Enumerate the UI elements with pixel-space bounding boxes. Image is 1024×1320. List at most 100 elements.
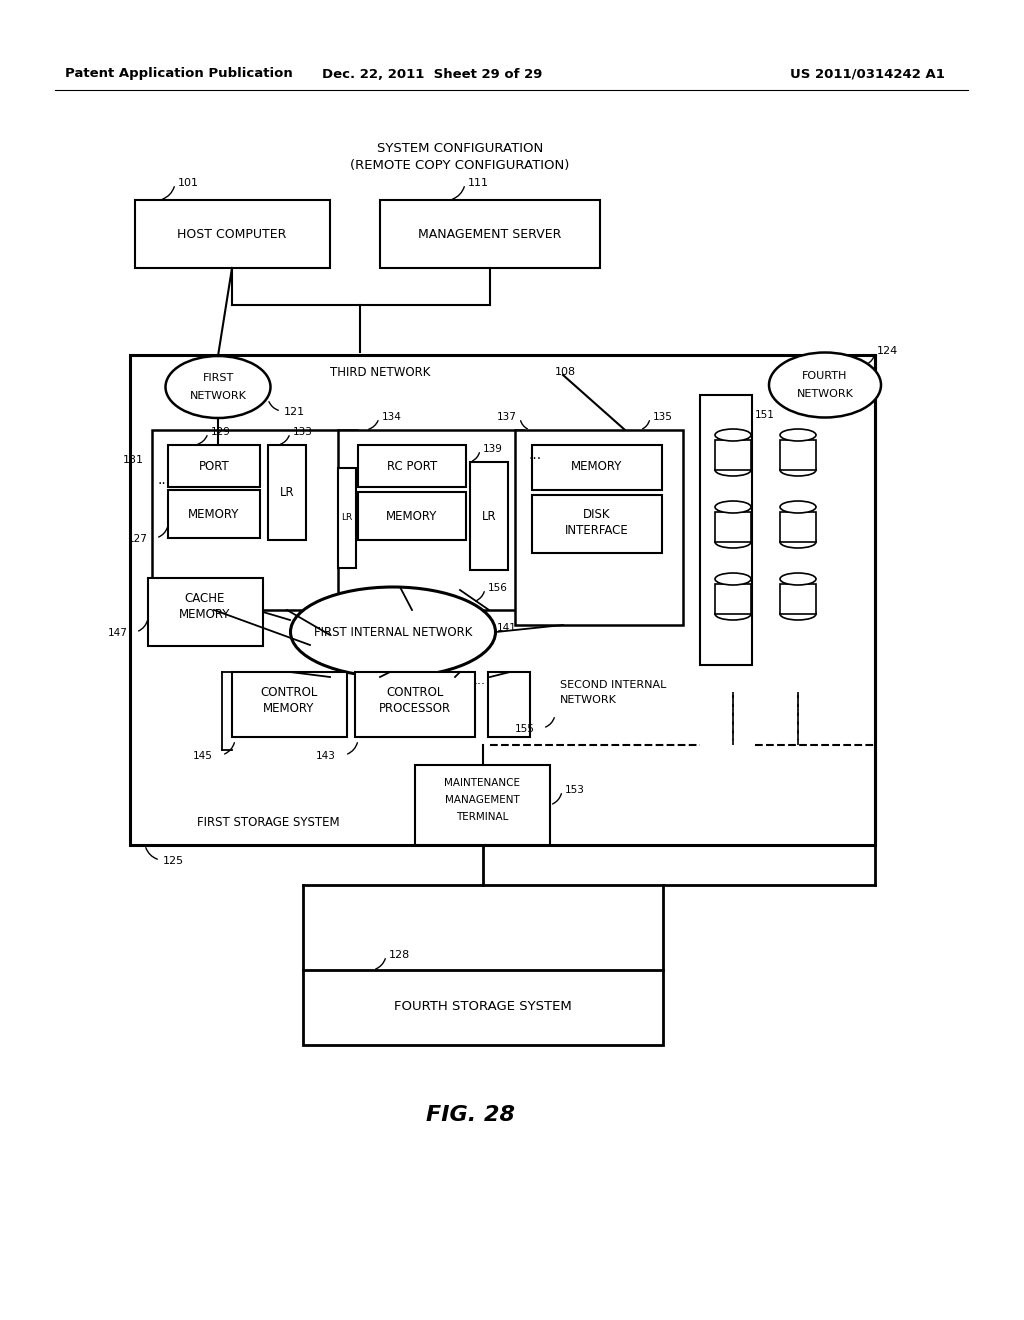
Bar xyxy=(715,583,751,614)
Text: PORT: PORT xyxy=(199,459,229,473)
Ellipse shape xyxy=(780,573,816,585)
Ellipse shape xyxy=(715,609,751,620)
Ellipse shape xyxy=(715,573,751,585)
Text: NETWORK: NETWORK xyxy=(189,391,247,401)
Text: 137: 137 xyxy=(497,412,517,422)
Text: SECOND INTERNAL: SECOND INTERNAL xyxy=(560,680,667,690)
Text: 143: 143 xyxy=(316,751,336,762)
Text: 101: 101 xyxy=(178,178,199,187)
Text: FIRST STORAGE SYSTEM: FIRST STORAGE SYSTEM xyxy=(197,817,339,829)
Bar xyxy=(338,469,356,568)
Bar xyxy=(358,445,466,487)
Text: 131: 131 xyxy=(123,455,144,465)
Bar xyxy=(130,355,874,845)
Bar xyxy=(470,462,508,570)
Text: 153: 153 xyxy=(565,785,585,795)
Text: FOURTH STORAGE SYSTEM: FOURTH STORAGE SYSTEM xyxy=(394,1001,571,1014)
Text: HOST COMPUTER: HOST COMPUTER xyxy=(177,227,287,240)
Text: MAINTENANCE: MAINTENANCE xyxy=(444,777,520,788)
Text: FIG. 28: FIG. 28 xyxy=(426,1105,514,1125)
Text: NETWORK: NETWORK xyxy=(797,389,853,399)
Ellipse shape xyxy=(780,536,816,548)
Text: LR: LR xyxy=(341,513,352,523)
Text: ...: ... xyxy=(474,673,486,686)
Bar xyxy=(874,355,880,845)
Text: LR: LR xyxy=(481,510,497,523)
Bar xyxy=(152,430,357,610)
Text: 141: 141 xyxy=(497,623,517,634)
Text: 147: 147 xyxy=(109,628,128,638)
Bar xyxy=(303,970,663,1045)
Text: US 2011/0314242 A1: US 2011/0314242 A1 xyxy=(790,67,945,81)
Ellipse shape xyxy=(780,609,816,620)
Text: RC PORT: RC PORT xyxy=(387,459,437,473)
Bar xyxy=(168,445,260,487)
Text: 133: 133 xyxy=(293,426,313,437)
Bar xyxy=(780,440,816,470)
Text: ...: ... xyxy=(158,473,171,487)
Text: 111: 111 xyxy=(468,178,489,187)
Bar xyxy=(380,201,600,268)
Bar xyxy=(415,766,550,845)
Text: CONTROL: CONTROL xyxy=(386,685,443,698)
Text: 155: 155 xyxy=(515,723,535,734)
Text: 135: 135 xyxy=(653,412,673,422)
Text: SYSTEM CONFIGURATION: SYSTEM CONFIGURATION xyxy=(377,141,543,154)
Text: 127: 127 xyxy=(128,535,148,544)
Ellipse shape xyxy=(715,536,751,548)
Text: FIRST INTERNAL NETWORK: FIRST INTERNAL NETWORK xyxy=(313,626,472,639)
Text: MEMORY: MEMORY xyxy=(571,461,623,474)
Ellipse shape xyxy=(715,429,751,441)
Text: TERMINAL: TERMINAL xyxy=(456,812,508,822)
Text: FOURTH: FOURTH xyxy=(803,371,848,381)
Text: ...: ... xyxy=(528,447,542,462)
Bar xyxy=(780,512,816,543)
Bar xyxy=(715,440,751,470)
Bar xyxy=(355,672,475,737)
Bar xyxy=(148,578,263,645)
Bar xyxy=(168,490,260,539)
Text: 145: 145 xyxy=(194,751,213,762)
Text: MEMORY: MEMORY xyxy=(263,701,314,714)
Text: 124: 124 xyxy=(877,346,898,356)
Ellipse shape xyxy=(166,356,270,418)
Text: 108: 108 xyxy=(555,367,577,378)
Text: Dec. 22, 2011  Sheet 29 of 29: Dec. 22, 2011 Sheet 29 of 29 xyxy=(322,67,542,81)
Text: 129: 129 xyxy=(211,426,230,437)
Text: Patent Application Publication: Patent Application Publication xyxy=(65,67,293,81)
Text: 134: 134 xyxy=(382,412,401,422)
Text: FIRST: FIRST xyxy=(203,374,233,383)
Bar xyxy=(700,395,752,665)
Ellipse shape xyxy=(291,587,496,677)
Ellipse shape xyxy=(780,502,816,513)
Text: INTERFACE: INTERFACE xyxy=(565,524,629,536)
Text: MEMORY: MEMORY xyxy=(188,507,240,520)
Text: CONTROL: CONTROL xyxy=(260,685,317,698)
Ellipse shape xyxy=(715,502,751,513)
Text: MEMORY: MEMORY xyxy=(179,609,230,622)
Text: 151: 151 xyxy=(755,411,775,420)
Bar xyxy=(268,445,306,540)
Bar xyxy=(715,512,751,543)
Text: MANAGEMENT SERVER: MANAGEMENT SERVER xyxy=(419,227,562,240)
Bar xyxy=(780,583,816,614)
Text: 125: 125 xyxy=(163,855,184,866)
Text: 139: 139 xyxy=(483,444,503,454)
Bar xyxy=(488,672,530,737)
Text: 121: 121 xyxy=(284,407,305,417)
Text: 128: 128 xyxy=(389,950,411,960)
Ellipse shape xyxy=(780,465,816,477)
Text: NETWORK: NETWORK xyxy=(560,696,616,705)
Text: MEMORY: MEMORY xyxy=(386,510,437,523)
Bar xyxy=(358,492,466,540)
Ellipse shape xyxy=(715,465,751,477)
Ellipse shape xyxy=(769,352,881,417)
Bar xyxy=(135,201,330,268)
Text: PROCESSOR: PROCESSOR xyxy=(379,701,451,714)
Text: LR: LR xyxy=(280,486,294,499)
Text: (REMOTE COPY CONFIGURATION): (REMOTE COPY CONFIGURATION) xyxy=(350,158,569,172)
Bar xyxy=(532,495,662,553)
Ellipse shape xyxy=(780,429,816,441)
Bar xyxy=(515,430,683,624)
Text: DISK: DISK xyxy=(584,508,610,521)
